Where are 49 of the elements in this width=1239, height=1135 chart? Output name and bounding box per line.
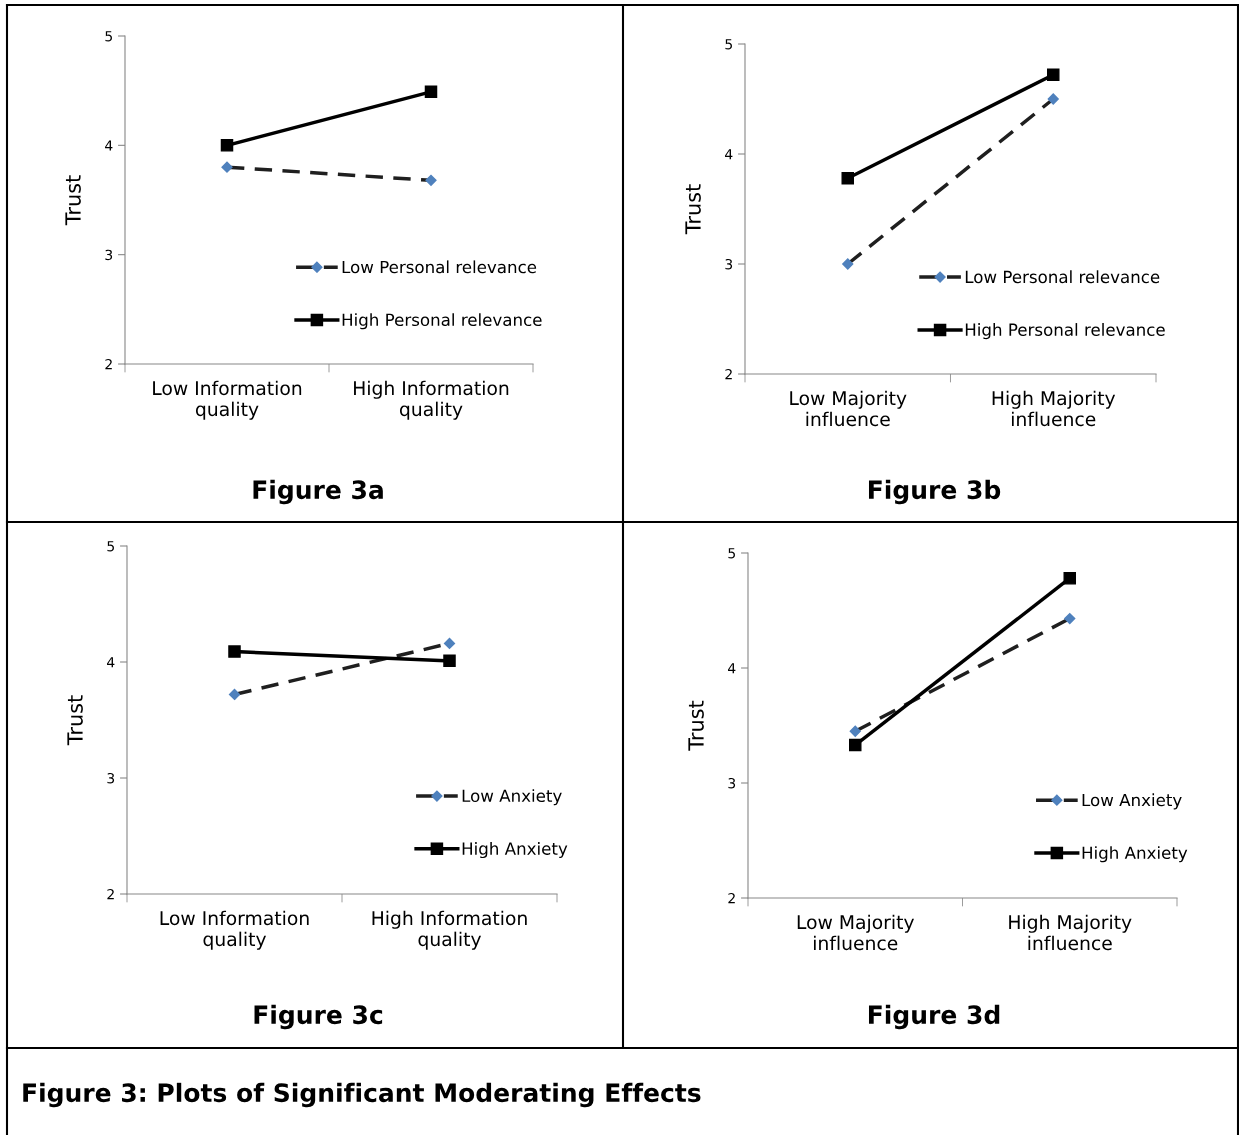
y-tick-label: 3	[105, 249, 113, 261]
y-tick-label: 3	[728, 777, 736, 789]
y-tick-label: 2	[725, 368, 732, 380]
x-tick-label: High Information quality	[354, 380, 509, 420]
legend-label: Low Personal relevance	[342, 260, 537, 274]
point	[841, 171, 855, 185]
x-tick-label: Low Majority influence	[797, 914, 914, 951]
legend-label: High Personal relevance	[342, 313, 542, 330]
legend-label: Low Personal relevance	[965, 270, 1160, 284]
x-tick-label: High Majority influence	[992, 390, 1116, 427]
y-tick-label: 4	[728, 663, 736, 674]
y-tick-label: 4	[107, 657, 115, 668]
text: Figure 3d	[868, 1004, 1000, 1030]
text: Figure 3c	[254, 1004, 383, 1030]
y-tick-label: 3	[725, 258, 733, 270]
point	[443, 654, 456, 668]
y-axis-title: Trust	[688, 700, 704, 751]
y-tick-label: 5	[105, 31, 112, 42]
y-tick-label: 4	[105, 140, 113, 151]
point	[1063, 572, 1077, 585]
y-tick-label: 5	[725, 39, 732, 50]
y-tick-label: 4	[725, 149, 733, 160]
legend-label: Low Anxiety	[1082, 793, 1182, 810]
y-tick-label: 3	[107, 772, 115, 784]
y-tick-label: 2	[728, 892, 735, 904]
y-axis-title: Trust	[67, 695, 83, 746]
x-tick-label: Low Majority influence	[790, 390, 907, 427]
y-tick-label: 2	[105, 358, 112, 370]
point	[228, 645, 241, 658]
point	[848, 738, 862, 752]
caption: Figure 3: Plots of Significant Moderating Effects	[23, 1082, 701, 1108]
x-tick-label: High Majority influence	[1009, 914, 1132, 951]
legend-label: Low Anxiety	[462, 789, 562, 806]
point	[424, 85, 438, 99]
legend-label: High Anxiety	[462, 841, 568, 859]
x-tick-label: High Information quality	[372, 910, 527, 950]
x-tick-label: Low Information quality	[160, 910, 309, 950]
y-tick-label: 2	[107, 888, 114, 900]
point	[1046, 68, 1060, 82]
legend-label: High Anxiety	[1082, 846, 1188, 863]
text: Figure 3b	[868, 479, 1001, 505]
text: Figure 3a	[253, 479, 383, 505]
point	[220, 139, 234, 152]
y-tick-label: 5	[107, 541, 114, 552]
legend-label: High Personal relevance	[965, 323, 1165, 340]
y-axis-title: Trust	[65, 175, 81, 226]
y-tick-label: 5	[728, 548, 735, 559]
y-axis-title: Trust	[685, 184, 701, 235]
x-tick-label: Low Information quality	[153, 380, 302, 420]
